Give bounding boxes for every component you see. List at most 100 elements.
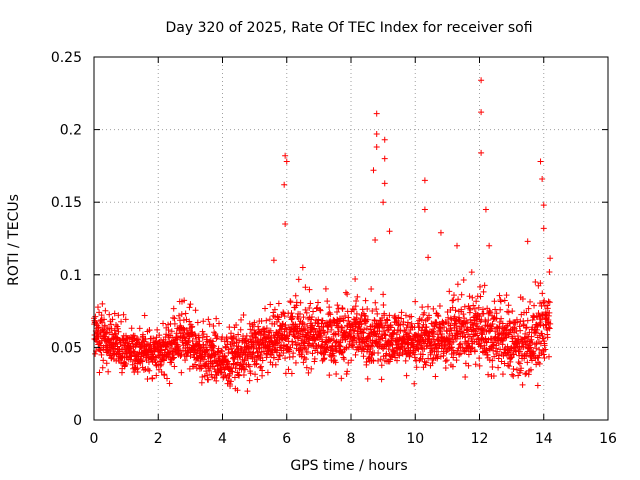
data-point — [189, 323, 196, 330]
data-point — [288, 310, 295, 317]
data-point — [367, 326, 374, 333]
data-point — [384, 327, 391, 334]
chart-title: Day 320 of 2025, Rate Of TEC Index for r… — [165, 20, 532, 36]
data-point — [141, 312, 148, 319]
data-point — [392, 354, 399, 361]
data-point — [432, 373, 439, 380]
data-point — [342, 313, 349, 320]
data-point — [308, 365, 315, 372]
data-point — [536, 346, 543, 353]
data-point — [403, 324, 410, 331]
data-point — [338, 375, 345, 382]
data-point — [235, 331, 242, 338]
data-point — [302, 356, 309, 363]
data-point — [170, 314, 177, 321]
data-point — [479, 331, 486, 338]
data-point — [390, 329, 397, 336]
data-point — [282, 152, 289, 159]
data-point — [136, 325, 143, 332]
data-point — [364, 316, 371, 323]
data-point — [531, 302, 538, 309]
data-point — [547, 255, 554, 262]
data-point — [247, 326, 254, 333]
data-point — [264, 369, 271, 376]
data-point — [322, 339, 329, 346]
data-point — [278, 326, 285, 333]
data-point — [474, 312, 481, 319]
data-point — [489, 320, 496, 327]
data-point — [339, 324, 346, 331]
data-point — [292, 292, 299, 299]
data-point — [333, 370, 340, 377]
data-point — [532, 330, 539, 337]
data-point — [433, 319, 440, 326]
data-point — [287, 299, 294, 306]
data-point — [275, 339, 282, 346]
data-point — [380, 301, 387, 308]
data-point — [397, 327, 404, 334]
data-point — [185, 330, 192, 337]
data-point — [118, 346, 125, 353]
data-point — [473, 315, 480, 322]
data-point — [545, 298, 552, 305]
data-point — [259, 367, 266, 374]
data-point — [263, 325, 270, 332]
data-point — [539, 290, 546, 297]
data-point — [221, 353, 228, 360]
data-point — [450, 292, 457, 299]
data-point — [300, 314, 307, 321]
data-point — [241, 356, 248, 363]
data-point — [350, 327, 357, 334]
data-point — [349, 306, 356, 313]
data-point — [454, 347, 461, 354]
data-point — [509, 371, 516, 378]
data-point — [523, 324, 530, 331]
data-point — [210, 322, 217, 329]
data-point — [299, 264, 306, 271]
data-point — [231, 374, 238, 381]
data-point — [489, 357, 496, 364]
data-point — [350, 344, 357, 351]
data-point — [513, 328, 520, 335]
data-point — [254, 376, 261, 383]
data-point — [242, 349, 249, 356]
axis-ticks: 0 2 4 6 8 10 12 14 16 0 0.05 0.1 0.15 0.2 0.25 — [51, 50, 617, 447]
data-point — [213, 377, 220, 384]
data-point — [234, 387, 241, 394]
data-point — [363, 325, 370, 332]
data-point — [443, 357, 450, 364]
data-point — [489, 364, 496, 371]
data-point — [450, 354, 457, 361]
data-point — [160, 320, 167, 327]
data-point — [383, 350, 390, 357]
data-point — [282, 355, 289, 362]
data-point — [205, 376, 212, 383]
data-point — [327, 311, 334, 318]
data-point — [496, 323, 503, 330]
data-point — [421, 206, 428, 213]
data-point — [511, 344, 518, 351]
data-point — [375, 350, 382, 357]
data-point — [324, 328, 331, 335]
data-point — [466, 305, 473, 312]
data-point — [541, 355, 548, 361]
data-point — [257, 352, 264, 359]
data-point — [100, 357, 107, 364]
data-point — [460, 311, 467, 318]
data-point — [418, 332, 425, 339]
x-tick-label: 14 — [535, 431, 553, 447]
data-point — [540, 202, 547, 209]
data-point — [452, 307, 459, 314]
data-point — [537, 321, 544, 328]
data-point — [266, 316, 273, 323]
data-point — [297, 311, 304, 318]
data-point — [465, 338, 472, 345]
data-point — [106, 311, 113, 318]
data-point — [306, 336, 313, 343]
data-point — [338, 349, 345, 356]
data-point — [115, 312, 122, 319]
data-point — [337, 318, 344, 325]
data-point — [315, 299, 322, 306]
data-point — [181, 297, 188, 304]
data-point — [337, 343, 344, 350]
